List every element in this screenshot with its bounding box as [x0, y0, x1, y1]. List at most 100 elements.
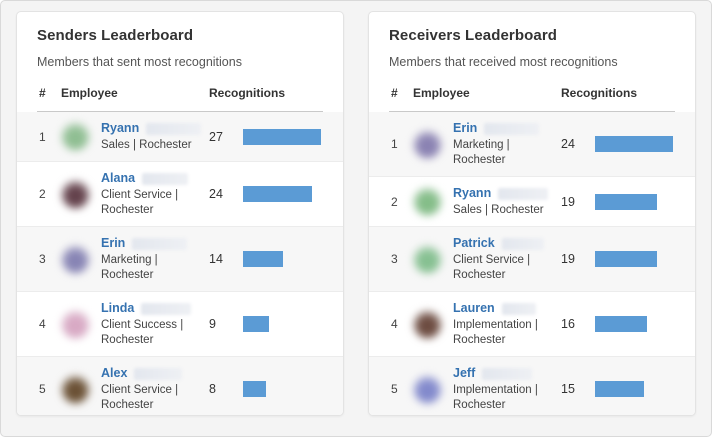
recognition-bar [243, 316, 269, 332]
employee-department: Client Service | Rochester [453, 254, 531, 281]
recognition-bar [243, 251, 284, 267]
leaderboard-row: 2 Alana Client Service | Rochester 24 [17, 162, 343, 227]
recognition-bar-track [243, 251, 323, 267]
rank: 4 [39, 317, 46, 331]
leaderboard-row: 4 Lauren Implementation | Rochester 16 [369, 292, 695, 357]
table-header: # Employee Recognitions [389, 86, 675, 112]
panel-title: Receivers Leaderboard [389, 27, 558, 44]
employee-avatar [61, 309, 90, 339]
leaderboard-row: 2 Ryann Sales | Rochester 19 [369, 177, 695, 227]
employee-avatar [413, 309, 442, 339]
rank-column-header: # [391, 86, 398, 100]
employee-name-link[interactable]: Patrick [453, 236, 495, 250]
employee-avatar [61, 244, 90, 274]
recognition-count: 14 [209, 252, 223, 266]
employee-name-link[interactable]: Linda [101, 301, 135, 315]
employee-name-link[interactable]: Alex [101, 366, 128, 380]
recognition-bar [243, 186, 313, 202]
recognition-count: 19 [561, 194, 575, 209]
leaderboard-row: 3 Erin Marketing | Rochester 14 [17, 227, 343, 292]
leaderboard-row: 4 Linda Client Success | Rochester 9 [17, 292, 343, 357]
employee-department: Implementation | Rochester [453, 319, 538, 346]
recognition-bar-track [595, 193, 675, 210]
rank: 3 [391, 252, 398, 266]
employee-department: Client Service | Rochester [101, 384, 179, 411]
recognition-bar-track [243, 381, 323, 397]
recognition-count: 8 [209, 382, 216, 396]
recognition-bar [595, 251, 657, 267]
employee-avatar [413, 187, 442, 216]
recognition-count: 19 [561, 252, 575, 266]
recognition-bar-track [243, 186, 323, 202]
employee-avatar [413, 129, 442, 159]
employee-column-header: Employee [413, 86, 470, 100]
recognition-count: 24 [209, 187, 223, 201]
recognitions-column-header: Recognitions [561, 86, 638, 100]
leaderboard-row: 1 Erin Marketing | Rochester 24 [369, 112, 695, 177]
rank: 5 [39, 382, 46, 396]
redacted-last-name [142, 172, 189, 185]
redacted-last-name [146, 122, 202, 135]
redacted-last-name [501, 237, 544, 250]
leaderboard-rows: 1 Erin Marketing | Rochester 24 2 Ryann Sales … [369, 112, 695, 415]
leaderboard-rows: 1 Ryann Sales | Rochester 27 2 Alana Client Se… [17, 112, 343, 415]
employee-avatar [61, 179, 90, 209]
recognition-bar [595, 136, 673, 152]
leaderboard-row: 5 Jeff Implementation | Rochester 15 [369, 357, 695, 415]
recognition-bar [595, 316, 647, 332]
recognition-count: 27 [209, 129, 223, 144]
receivers-leaderboard-panel: Receivers Leaderboard Members that recei… [368, 11, 696, 416]
redacted-last-name [141, 302, 192, 315]
recognitions-column-header: Recognitions [209, 86, 286, 100]
table-header: # Employee Recognitions [37, 86, 323, 112]
rank-column-header: # [39, 86, 46, 100]
panel-subtitle: Members that received most recognitions [389, 55, 618, 69]
leaderboard-row: 5 Alex Client Service | Rochester 8 [17, 357, 343, 415]
employee-name-link[interactable]: Alana [101, 171, 136, 185]
rank: 4 [391, 317, 398, 331]
employee-name-link[interactable]: Ryann [453, 186, 492, 200]
employee-avatar [413, 374, 442, 404]
redacted-last-name [482, 367, 533, 380]
employee-department: Sales | Rochester [101, 139, 192, 151]
rank: 1 [39, 129, 46, 144]
redacted-last-name [498, 187, 549, 200]
senders-leaderboard-panel: Senders Leaderboard Members that sent mo… [16, 11, 344, 416]
employee-name-link[interactable]: Erin [101, 236, 126, 250]
recognition-bar [595, 381, 644, 397]
rank: 2 [39, 187, 46, 201]
recognition-count: 24 [561, 137, 575, 151]
employee-name-link[interactable]: Lauren [453, 301, 495, 315]
rank: 1 [391, 137, 398, 151]
panel-subtitle: Members that sent most recognitions [37, 55, 242, 69]
employee-department: Client Success | Rochester [101, 319, 184, 346]
employee-name-link[interactable]: Ryann [101, 121, 140, 135]
recognition-bar-track [595, 381, 675, 397]
redacted-last-name [134, 367, 183, 380]
recognition-count: 15 [561, 382, 575, 396]
employee-avatar [61, 122, 90, 151]
leaderboard-row: 1 Ryann Sales | Rochester 27 [17, 112, 343, 162]
employee-department: Implementation | Rochester [453, 384, 538, 411]
recognition-bar [243, 128, 321, 145]
redacted-last-name [132, 237, 188, 250]
recognition-bar [595, 193, 657, 210]
recognition-bar-track [243, 128, 323, 145]
recognition-bar-track [595, 251, 675, 267]
employee-avatar [61, 374, 90, 404]
leaderboard-row: 3 Patrick Client Service | Rochester 19 [369, 227, 695, 292]
employee-department: Client Service | Rochester [101, 189, 179, 216]
rank: 3 [39, 252, 46, 266]
employee-name-link[interactable]: Jeff [453, 366, 476, 380]
employee-avatar [413, 244, 442, 274]
recognition-bar [243, 381, 267, 397]
recognition-bar-track [595, 136, 675, 152]
rank: 2 [391, 194, 398, 209]
panel-title: Senders Leaderboard [37, 27, 194, 44]
employee-name-link[interactable]: Erin [453, 121, 478, 135]
rank: 5 [391, 382, 398, 396]
employee-department: Sales | Rochester [453, 204, 544, 216]
employee-department: Marketing | Rochester [101, 254, 158, 281]
recognition-count: 16 [561, 317, 575, 331]
